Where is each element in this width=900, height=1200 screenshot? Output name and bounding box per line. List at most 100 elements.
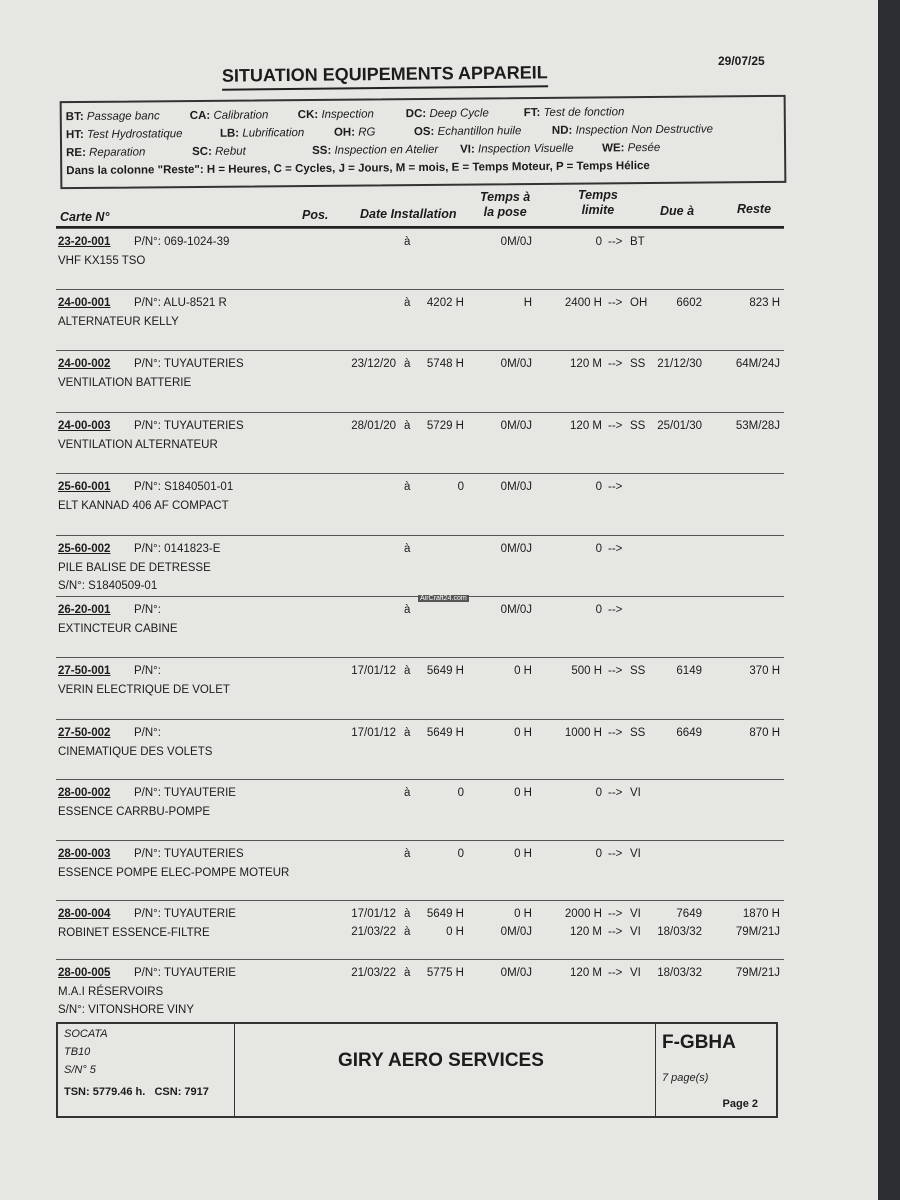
part-number: P/N°: 0141823-E	[134, 543, 221, 555]
arrow: -->	[608, 848, 623, 860]
row-divider	[56, 840, 784, 841]
limit-action: BT	[630, 236, 645, 248]
legend-code: ND:	[551, 124, 573, 137]
limit-action: VI	[630, 787, 641, 799]
col-carte: Carte N°	[60, 210, 110, 224]
time-limit: 0	[595, 604, 602, 616]
card-number: 28-00-004	[58, 908, 111, 920]
a-label: à	[404, 297, 411, 309]
legend-item: FT: Test de fonction	[524, 106, 625, 119]
legend-label: Pesée	[627, 141, 661, 155]
arrow: -->	[608, 908, 623, 920]
aircraft-info: SOCATA TB10 S/N° 5 TSN: 5779.46 h. CSN: …	[58, 1024, 235, 1116]
aircraft-maker: SOCATA	[64, 1028, 108, 1040]
a-label: à	[404, 543, 411, 555]
description: VHF KX155 TSO	[58, 255, 146, 267]
legend-item: OH: RG	[334, 126, 376, 138]
time-at-install: 0M/0J	[500, 481, 532, 493]
installation-value: 5649 H	[426, 908, 464, 920]
time-at-install: 0 H	[514, 848, 532, 860]
installation-value: 5649 H	[426, 727, 464, 739]
legend-code: SS:	[312, 144, 332, 157]
registration: F-GBHA	[662, 1032, 736, 1053]
aircraft-sn: S/N° 5	[64, 1064, 96, 1076]
due-at: 6649	[676, 727, 702, 739]
installation-value: 5649 H	[426, 665, 464, 677]
limit-action: VI	[630, 926, 641, 938]
legend-label: Reparation	[89, 146, 146, 159]
time-limit: 120 M	[570, 420, 602, 432]
table-row: 27-50-002 P/N°: CINEMATIQUE DES VOLETS 17/0…	[56, 719, 784, 789]
legend-code: SC:	[192, 145, 212, 159]
legend-label: Inspection Non Destructive	[575, 123, 714, 137]
time-limit: 120 M	[570, 358, 602, 370]
limit-action: VI	[630, 908, 641, 920]
arrow: -->	[608, 358, 623, 370]
remaining: 1870 H	[742, 908, 780, 920]
col-pos: Pos.	[302, 208, 329, 222]
remaining: 870 H	[749, 727, 780, 739]
legend-item: CK: Inspection	[298, 108, 374, 121]
watermark: AirCraft24.com	[418, 595, 469, 602]
arrow: -->	[608, 604, 623, 616]
legend-code: OH:	[333, 126, 356, 139]
table-row: 25-60-002 P/N°: 0141823-E PILE BALISE DE D…	[56, 535, 784, 605]
time-limit: 0	[595, 848, 602, 860]
time-at-install: 0 H	[514, 727, 532, 739]
legend-item: VI: Inspection Visuelle	[460, 143, 574, 156]
legend-label: Test de fonction	[543, 106, 625, 119]
legend-item: CA: Calibration	[190, 109, 269, 122]
part-number: P/N°: TUYAUTERIES	[134, 848, 244, 860]
row-divider	[56, 719, 784, 720]
remaining: 79M/21J	[735, 926, 780, 938]
legend-label: Inspection	[321, 108, 374, 121]
time-at-install: 0M/0J	[500, 236, 532, 248]
col-temps-limite-line1: Temps	[578, 188, 618, 202]
time-at-install: 0M/0J	[500, 967, 532, 979]
legend-item: ND: Inspection Non Destructive	[552, 123, 713, 136]
arrow: -->	[608, 420, 623, 432]
time-limit: 0	[595, 481, 602, 493]
card-number: 27-50-001	[58, 665, 111, 677]
col-temps-limite-line2: limite	[581, 203, 615, 217]
time-limit: 2400 H	[564, 297, 602, 309]
legend-item: HT: Test Hydrostatique	[66, 128, 183, 141]
installation-value: 4202 H	[426, 297, 464, 309]
time-limit: 0	[595, 787, 602, 799]
part-number: P/N°:	[134, 665, 161, 677]
part-number: P/N°: TUYAUTERIE	[134, 967, 236, 979]
a-label: à	[404, 358, 411, 370]
description: VENTILATION BATTERIE	[58, 377, 192, 389]
legend-label: Deep Cycle	[429, 107, 489, 120]
card-number: 25-60-001	[58, 481, 111, 493]
limit-action: SS	[630, 420, 646, 432]
legend-label: Inspection Visuelle	[477, 142, 574, 156]
legend-code: OS:	[413, 125, 435, 139]
limit-action: VI	[630, 967, 641, 979]
arrow: -->	[608, 236, 623, 248]
a-label: à	[404, 481, 411, 493]
description: VERIN ELECTRIQUE DE VOLET	[58, 684, 230, 696]
legend-label: RG	[358, 126, 376, 139]
installation-date: 28/01/20	[351, 420, 396, 432]
legend-item: OS: Echantillon huile	[414, 125, 522, 138]
a-label: à	[404, 908, 411, 920]
part-number: P/N°: TUYAUTERIES	[134, 358, 244, 370]
row-divider	[56, 473, 784, 474]
company-name: GIRY AERO SERVICES	[338, 1050, 544, 1071]
row-divider	[56, 900, 784, 901]
col-due: Due à	[660, 204, 695, 218]
aircraft-model: TB10	[64, 1046, 91, 1058]
legend-item: SC: Rebut	[192, 146, 246, 158]
time-at-install: H	[523, 297, 532, 309]
legend-code: DC:	[405, 107, 427, 121]
table-row: 28-00-003 P/N°: TUYAUTERIES ESSENCE POMPE …	[56, 840, 784, 910]
col-reste: Reste	[737, 202, 772, 216]
due-at: 6149	[676, 665, 702, 677]
legend-label: Rebut	[215, 145, 246, 158]
part-number: P/N°: TUYAUTERIE	[134, 908, 236, 920]
a-label: à	[404, 967, 411, 979]
legend-code: VI:	[460, 143, 475, 156]
legend-code: LB:	[219, 127, 240, 140]
limit-action: OH	[630, 297, 648, 309]
